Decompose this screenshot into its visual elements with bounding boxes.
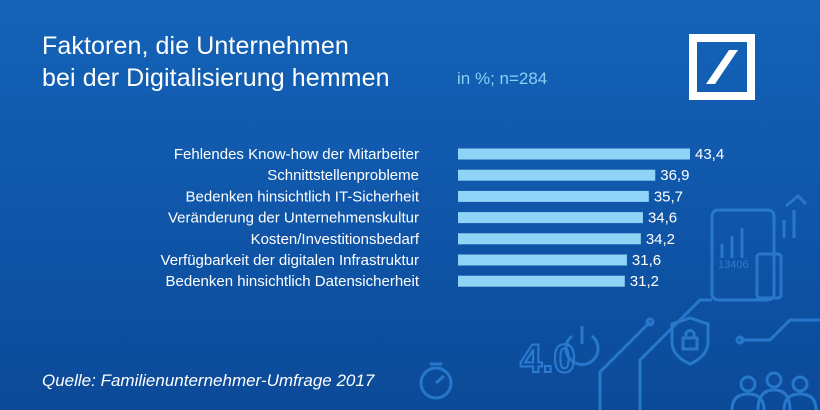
bar: [458, 254, 627, 266]
bar: [458, 212, 643, 224]
bar: [458, 233, 641, 245]
category-label: Bedenken hinsichtlich Datensicherheit: [166, 273, 420, 290]
chart-title: Faktoren, die Unternehmen bei der Digita…: [42, 30, 462, 94]
value-label: 36,9: [660, 167, 689, 184]
deutsche-bank-logo: [689, 34, 755, 105]
bar: [458, 148, 690, 160]
bar: [458, 275, 625, 287]
chart-title-line-2: bei der Digitalisierung hemmen: [42, 64, 390, 92]
value-label: 34,2: [646, 231, 675, 248]
bar: [458, 169, 656, 181]
category-label: Kosten/Investitionsbedarf: [251, 231, 420, 248]
chart-title-line-1: Faktoren, die Unternehmen: [42, 32, 349, 60]
value-label: 43,4: [695, 146, 724, 163]
category-label: Veränderung der Unternehmenskultur: [168, 210, 419, 227]
category-label: Schnittstellenprobleme: [267, 167, 419, 184]
category-label: Verfügbarkeit der digitalen Infrastruktu…: [161, 252, 419, 269]
value-label: 31,6: [632, 252, 661, 269]
unit-note: in %; n=284: [457, 69, 548, 88]
category-label: Bedenken hinsichtlich IT-Sicherheit: [186, 188, 420, 205]
source-note: Quelle: Familienunternehmer-Umfrage 2017: [42, 371, 375, 390]
category-label: Fehlendes Know-how der Mitarbeiter: [174, 146, 419, 163]
value-label: 31,2: [630, 273, 659, 290]
logo-icon: [689, 34, 755, 100]
value-label: 35,7: [654, 188, 683, 205]
value-label: 34,6: [648, 210, 677, 227]
bar: [458, 190, 649, 202]
